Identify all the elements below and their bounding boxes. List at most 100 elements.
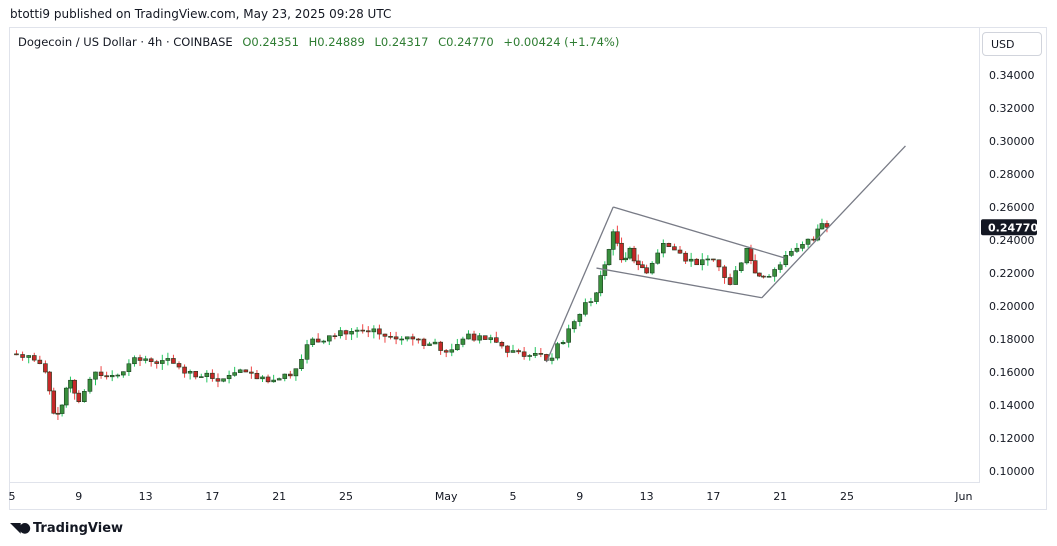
symbol-title[interactable]: Dogecoin / US Dollar · 4h · COINBASE bbox=[18, 35, 233, 49]
candle-down bbox=[43, 363, 48, 373]
x-tick-label: 5 bbox=[9, 490, 16, 503]
last-price-badge bbox=[981, 219, 1037, 236]
candle-up bbox=[321, 340, 327, 343]
candle-up bbox=[276, 378, 282, 381]
price-axis[interactable] bbox=[979, 27, 1048, 483]
y-tick-label: 0.16000 bbox=[989, 366, 1035, 379]
candle-down bbox=[666, 243, 672, 247]
candle-up bbox=[204, 372, 210, 377]
change-value: +0.00424 (+1.74%) bbox=[503, 35, 620, 49]
candle-down bbox=[332, 335, 338, 338]
candle-up bbox=[237, 369, 243, 373]
candle-down bbox=[215, 378, 221, 382]
candle-up bbox=[598, 275, 603, 294]
candle-down bbox=[176, 363, 182, 368]
candle-up bbox=[649, 262, 655, 274]
candle-up bbox=[610, 231, 616, 250]
candle-up bbox=[59, 404, 65, 414]
candle-up bbox=[627, 247, 633, 259]
candle-down bbox=[416, 338, 421, 341]
candle-up bbox=[805, 238, 811, 245]
candle-down bbox=[20, 354, 25, 358]
candle-up bbox=[293, 368, 299, 377]
candle-down bbox=[443, 350, 449, 353]
candle-down bbox=[104, 375, 109, 378]
candle-up bbox=[404, 336, 410, 340]
candle-down bbox=[824, 223, 830, 228]
candle-up bbox=[699, 259, 705, 266]
candle-down bbox=[410, 336, 416, 340]
candle-up bbox=[165, 358, 171, 361]
candle-up bbox=[766, 275, 772, 278]
candle-up bbox=[63, 387, 69, 406]
candle-down bbox=[243, 369, 249, 373]
candle-up bbox=[26, 355, 32, 358]
candle-down bbox=[644, 267, 649, 274]
candle-up bbox=[733, 270, 738, 285]
candle-down bbox=[51, 390, 57, 414]
candle-down bbox=[382, 333, 388, 337]
candle-down bbox=[31, 355, 37, 361]
candle-up bbox=[121, 371, 126, 376]
candle-down bbox=[482, 335, 488, 340]
flag-lower-line bbox=[596, 267, 762, 299]
candle-up bbox=[688, 258, 694, 262]
x-tick-label: 5 bbox=[510, 490, 517, 503]
y-tick-label: 0.28000 bbox=[989, 168, 1035, 181]
tradingview-logo[interactable]: ◥● TradingView bbox=[10, 520, 123, 536]
candle-up bbox=[132, 357, 137, 365]
candle-up bbox=[555, 343, 560, 359]
candle-up bbox=[772, 269, 777, 277]
candle-up bbox=[68, 379, 73, 389]
candle-down bbox=[711, 258, 716, 261]
candle-up bbox=[143, 358, 148, 361]
candle-up bbox=[338, 330, 343, 337]
y-tick-label: 0.14000 bbox=[989, 399, 1035, 412]
open-value: O0.24351 bbox=[242, 35, 299, 49]
candle-up bbox=[232, 372, 237, 376]
candle-up bbox=[738, 262, 744, 271]
candle-up bbox=[510, 350, 516, 353]
candle-up bbox=[460, 338, 466, 345]
candle-down bbox=[343, 330, 349, 335]
candle-down bbox=[265, 376, 271, 383]
currency-button[interactable]: USD bbox=[982, 32, 1042, 56]
candle-down bbox=[76, 392, 82, 403]
candle-up bbox=[794, 247, 800, 252]
candle-down bbox=[315, 338, 321, 343]
candle-up bbox=[87, 378, 93, 392]
tradingview-logo-icon: ◥● bbox=[10, 520, 31, 536]
candle-down bbox=[421, 338, 427, 346]
chart-frame bbox=[9, 27, 1047, 510]
candle-down bbox=[14, 353, 19, 356]
y-tick-label: 0.18000 bbox=[989, 333, 1035, 346]
time-axis[interactable] bbox=[9, 482, 979, 511]
candle-down bbox=[716, 259, 722, 268]
candle-up bbox=[594, 292, 599, 302]
candle-up bbox=[310, 338, 315, 345]
candle-down bbox=[377, 328, 382, 335]
candle-down bbox=[757, 272, 762, 277]
candle-down bbox=[137, 357, 143, 361]
x-tick-label: 13 bbox=[640, 490, 654, 503]
candle-down bbox=[631, 247, 637, 262]
candle-down bbox=[148, 358, 154, 362]
candle-down bbox=[683, 252, 688, 262]
candle-up bbox=[815, 228, 821, 241]
x-tick-label: 21 bbox=[773, 490, 787, 503]
candle-down bbox=[154, 361, 160, 364]
candle-up bbox=[744, 247, 750, 264]
candle-up bbox=[260, 376, 265, 380]
candle-up bbox=[160, 360, 165, 364]
candle-down bbox=[811, 238, 816, 241]
candle-up bbox=[606, 249, 612, 266]
y-tick-label: 0.32000 bbox=[989, 102, 1035, 115]
candle-down bbox=[761, 275, 766, 278]
candle-down bbox=[538, 353, 544, 355]
candle-down bbox=[55, 412, 61, 415]
close-value: C0.24770 bbox=[438, 35, 494, 49]
candle-up bbox=[326, 335, 332, 342]
candle-down bbox=[72, 379, 77, 394]
candle-down bbox=[493, 337, 499, 343]
